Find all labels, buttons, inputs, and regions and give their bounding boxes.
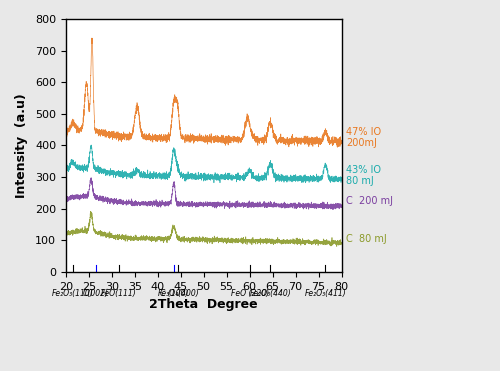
Text: Fe₂O₃(110): Fe₂O₃(110): [52, 289, 94, 298]
Y-axis label: Intensity  (a.u): Intensity (a.u): [15, 93, 28, 198]
Text: C  200 mJ: C 200 mJ: [346, 196, 393, 206]
Text: 43% IO
80 mJ: 43% IO 80 mJ: [346, 165, 381, 186]
Text: Fe₂O₃(411): Fe₂O₃(411): [304, 289, 346, 298]
Text: C(002): C(002): [82, 289, 108, 298]
Text: Fe₂O₃(440): Fe₂O₃(440): [250, 289, 291, 298]
Text: C  80 mJ: C 80 mJ: [346, 234, 387, 244]
Text: FeO(111): FeO(111): [101, 289, 136, 298]
Text: Fe₃O₄(400): Fe₃O₄(400): [158, 289, 200, 298]
Text: FeO (220): FeO (220): [230, 289, 268, 298]
X-axis label: 2Theta  Degree: 2Theta Degree: [150, 299, 258, 312]
Text: 47% IO
200mJ: 47% IO 200mJ: [346, 127, 382, 148]
Text: C (100): C (100): [160, 289, 188, 298]
